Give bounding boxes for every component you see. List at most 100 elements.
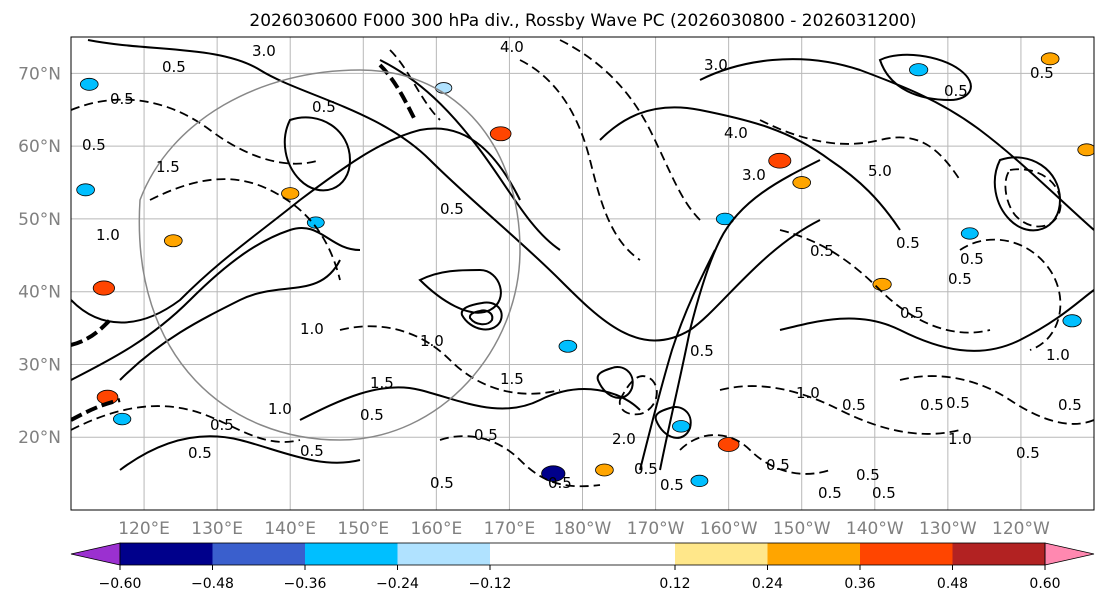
contour-label: 1.0 [96, 226, 120, 244]
longitude-tick-label: 170°W [627, 519, 685, 539]
colorbar-tick-label: 0.48 [937, 576, 968, 592]
contour-line [659, 159, 821, 471]
latitude-tick-labels: 70°N 60°N 50°N 40°N 30°N 20°N [18, 64, 61, 448]
contour-label: 0.5 [430, 474, 454, 492]
colorbar-segment [952, 543, 1045, 565]
contour-label: 5.0 [868, 162, 892, 180]
colorbar-tick-label: −0.60 [99, 576, 142, 592]
colorbar: −0.60 −0.48 −0.36 −0.24 −0.12 0.12 0.24 0.36 0.4… [70, 542, 1095, 592]
contour-label: 0.5 [810, 242, 834, 260]
contour-label: 0.5 [300, 442, 324, 460]
contour-label: 0.5 [944, 82, 968, 100]
contour-line [993, 156, 1062, 232]
contour-line [119, 259, 341, 381]
contour-label: 4.0 [724, 124, 748, 142]
colorbar-segment [120, 543, 213, 565]
contour-label: 0.5 [110, 90, 134, 108]
map-frame [70, 36, 1095, 511]
longitude-tick-label: 140°W [846, 519, 904, 539]
contour-line [559, 39, 701, 221]
shaded-patch [435, 82, 453, 94]
contour-label: 0.5 [162, 58, 186, 76]
longitude-tick-label: 120°E [118, 519, 170, 539]
colorbar-tick-label: −0.48 [191, 576, 234, 592]
contour-line [699, 58, 1094, 231]
shaded-anomaly-patches [76, 52, 1094, 487]
contour-label: 1.5 [500, 370, 524, 388]
contour-line [339, 325, 561, 395]
contour-label: 0.5 [188, 444, 212, 462]
shaded-patch [792, 176, 812, 189]
longitude-tick-label: 150°W [773, 519, 831, 539]
shaded-patch [768, 152, 792, 169]
longitude-tick-label: 140°E [264, 519, 316, 539]
contour-label: 0.5 [690, 342, 714, 360]
colorbar-tick-label: −0.24 [376, 576, 419, 592]
contour-line [71, 227, 361, 381]
contour-line [138, 69, 521, 441]
colorbar-segment [767, 543, 860, 565]
latitude-tick-label: 60°N [18, 137, 61, 157]
contour-line [460, 301, 503, 331]
longitude-tick-labels: 120°E 130°E 140°E 150°E 160°E 170°E 180°W 170°W… [118, 519, 1050, 539]
contour-label: 4.0 [500, 38, 524, 56]
longitude-tick-label: 130°W [919, 519, 977, 539]
contour-label: 0.5 [960, 250, 984, 268]
contour-line [599, 106, 901, 231]
contour-label: 0.5 [946, 394, 970, 412]
contour-label: 0.5 [920, 396, 944, 414]
contour-line [71, 318, 112, 347]
contour-label: 0.5 [766, 456, 790, 474]
contour-line [299, 386, 641, 421]
contour-label: 1.5 [370, 374, 394, 392]
contour-line [283, 116, 352, 192]
contour-label: 0.5 [548, 474, 572, 492]
latitude-tick-label: 70°N [18, 64, 61, 84]
colorbar-tick-label: 0.60 [1029, 576, 1060, 592]
contour-label: 0.5 [856, 466, 880, 484]
contour-line [389, 49, 441, 121]
contour-label: 0.5 [842, 396, 866, 414]
colorbar-tick-label: −0.12 [469, 576, 512, 592]
shaded-patch [489, 126, 512, 142]
contour-line [639, 249, 716, 471]
contour-line [468, 309, 494, 326]
contour-line [679, 434, 831, 475]
map-panel: 3.0 0.5 0.5 0.5 1.0 1.5 0.5 0.5 1.0 1.5 … [70, 36, 1095, 511]
contour-line [899, 375, 1094, 425]
colorbar-segment [397, 543, 490, 565]
contour-label: 0.5 [474, 426, 498, 444]
shaded-patch [79, 77, 99, 91]
contour-line [759, 119, 961, 181]
colorbar-extend-high [1044, 542, 1095, 566]
contour-label: 2.0 [612, 430, 636, 448]
contour-line [596, 366, 634, 399]
shaded-patch [690, 474, 709, 487]
contour-line [1004, 168, 1062, 228]
shaded-patch [1062, 314, 1082, 328]
shaded-patch [281, 187, 300, 200]
contour-label: 0.5 [82, 136, 106, 154]
colorbar-tick-label: 0.12 [659, 576, 690, 592]
contour-label: 1.5 [156, 158, 180, 176]
shaded-patch [113, 412, 132, 426]
contour-line [71, 405, 301, 443]
latitude-tick-label: 30°N [18, 355, 61, 375]
contour-label: 0.5 [896, 234, 920, 252]
contour-label: 0.5 [312, 98, 336, 116]
longitude-tick-label: 160°W [700, 519, 758, 539]
contour-label: 0.5 [818, 484, 842, 502]
contour-label: 1.0 [1046, 346, 1070, 364]
shaded-patch [872, 277, 892, 291]
shaded-patch [76, 183, 95, 197]
colorbar-segment [860, 543, 953, 565]
colorbar-tick-label: 0.24 [752, 576, 783, 592]
divergence-contours [71, 39, 1094, 488]
contour-line [618, 375, 658, 416]
longitude-tick-label: 160°E [411, 519, 463, 539]
longitude-tick-label: 120°W [992, 519, 1050, 539]
contour-label: 1.0 [948, 430, 972, 448]
contour-label: 0.5 [872, 484, 896, 502]
contour-line [71, 398, 121, 422]
